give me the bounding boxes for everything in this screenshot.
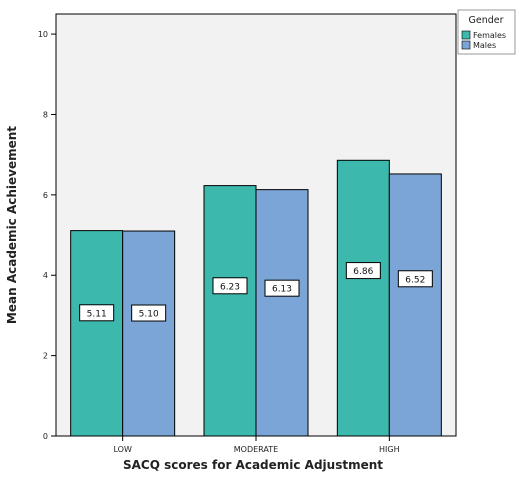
legend-swatch-males [461, 40, 471, 50]
legend-label-females: Females [473, 31, 506, 40]
x-tick-label: MODERATE [234, 445, 278, 454]
y-tick-label: 2 [43, 352, 48, 361]
x-axis-title: SACQ scores for Academic Adjustment [123, 458, 383, 472]
legend: Gender Females Males [457, 9, 516, 55]
legend-label-males: Males [473, 41, 496, 50]
data-labels: 5.11 6.23 6.86 5.10 6.13 6.52 [79, 262, 433, 322]
y-tick-label: 10 [38, 30, 48, 39]
bar-males-moderate [255, 189, 309, 437]
data-label: 6.13 [272, 285, 292, 295]
data-label: 6.52 [405, 275, 425, 285]
data-label: 5.11 [87, 309, 107, 319]
legend-title: Gender [468, 15, 503, 26]
bars [70, 159, 442, 437]
bar-males-low [122, 230, 176, 437]
x-axis: LOW MODERATE HIGH [113, 436, 400, 454]
legend-swatch-females [461, 30, 471, 40]
x-tick-label: HIGH [379, 445, 400, 454]
data-label-box [264, 279, 300, 297]
y-axis-title: Mean Academic Achievement [5, 126, 19, 324]
bar-females-high [336, 159, 390, 437]
bar-males-high [388, 173, 442, 437]
data-label-box [397, 270, 433, 288]
data-label-box [79, 304, 115, 322]
bar-females-moderate [203, 185, 257, 437]
y-tick-label: 8 [43, 110, 48, 119]
y-tick-label: 6 [43, 191, 48, 200]
y-axis: 0 2 4 6 8 10 [38, 30, 56, 441]
x-tick-label: LOW [113, 445, 131, 454]
data-label: 5.10 [139, 310, 159, 320]
data-label-box [345, 262, 381, 280]
data-label-box [212, 277, 248, 295]
y-tick-label: 0 [43, 432, 48, 441]
data-label-box [131, 304, 167, 322]
data-label: 6.23 [220, 282, 240, 292]
y-tick-label: 4 [43, 271, 48, 280]
bar-females-low [70, 230, 124, 437]
data-label: 6.86 [353, 267, 373, 277]
